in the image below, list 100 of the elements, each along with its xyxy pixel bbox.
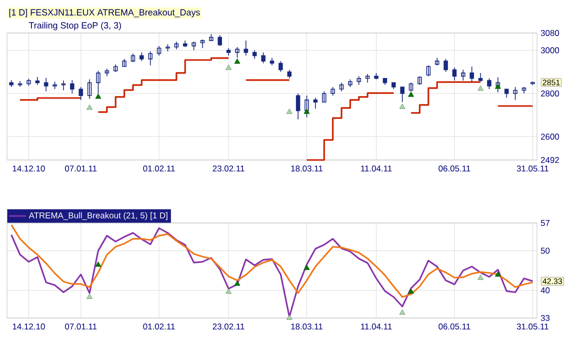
candlestick (374, 72, 378, 80)
candlestick (356, 76, 362, 86)
x-tick-label: 01.02.11 (143, 166, 175, 172)
point (399, 309, 406, 315)
candlestick (339, 82, 344, 92)
x-tick-label: 11.04.11 (361, 324, 392, 330)
candlestick (61, 80, 66, 91)
point (286, 108, 292, 114)
candlestick (444, 58, 448, 72)
candlestick (365, 74, 370, 84)
x-tick-label: 14.12.10 (12, 166, 45, 172)
point (95, 262, 102, 267)
point (234, 280, 240, 286)
x-tick-label: 23.02.11 (212, 166, 244, 172)
candlestick (322, 90, 326, 103)
point (226, 64, 232, 70)
candlestick (530, 81, 535, 86)
candlestick (382, 78, 388, 86)
candlestick (18, 80, 22, 87)
candlestick (44, 78, 48, 92)
y-tick-label: 40 (540, 287, 550, 294)
candlestick (218, 34, 222, 46)
point (86, 104, 92, 110)
candlestick (96, 70, 100, 94)
point (399, 104, 406, 109)
x-tick-label: 07.01.11 (65, 324, 97, 330)
candlestick (452, 67, 457, 81)
candlestick (200, 39, 205, 49)
candlestick (504, 88, 509, 98)
candlestick (296, 93, 300, 120)
x-tick-label: 18.03.11 (291, 166, 323, 172)
y-tick-label: 2492 (540, 157, 559, 163)
point (494, 84, 501, 89)
candlestick (330, 86, 335, 96)
point (304, 264, 310, 270)
x-tick-label: 06.05.11 (438, 324, 470, 330)
point (478, 86, 484, 91)
point (408, 92, 414, 97)
y-tick-label: 57 (540, 220, 550, 226)
point (286, 314, 292, 320)
candlestick (35, 76, 40, 86)
x-tick-label: 06.05.11 (438, 166, 470, 172)
candlestick (400, 86, 404, 103)
candlestick (478, 72, 483, 82)
point (478, 274, 484, 280)
x-tick-label: 11.04.11 (361, 166, 392, 172)
candlestick (156, 46, 162, 56)
candlestick (130, 53, 136, 63)
candlestick (140, 52, 144, 62)
candlestick (392, 82, 396, 90)
candlestick (226, 48, 231, 56)
candlestick (104, 68, 110, 77)
point (234, 58, 240, 64)
y-tick-label: 50 (540, 248, 550, 254)
candlestick (209, 34, 214, 41)
point (494, 271, 501, 277)
candlestick (182, 40, 188, 48)
point (86, 294, 92, 299)
candlestick (461, 69, 466, 81)
candlestick (192, 41, 196, 51)
candlestick (513, 86, 518, 100)
candlestick (252, 50, 257, 60)
chart-title: [1 D] FESXJN11.EUX ATREMA_Breakout_Days (9, 8, 200, 18)
candlestick (235, 46, 240, 58)
candlestick (9, 80, 14, 88)
point (304, 108, 310, 114)
candlestick (122, 58, 126, 67)
candlestick (113, 64, 118, 72)
candlestick (52, 81, 57, 90)
candlestick (487, 78, 492, 90)
candlestick (313, 97, 318, 109)
line-series (10, 224, 534, 298)
y-tick-label: 3000 (540, 47, 560, 54)
chart-subtitle: Trailing Stop EoP (3, 3) (28, 22, 121, 30)
point (95, 94, 102, 99)
y-tick-label: 33 (540, 315, 550, 321)
x-tick-label: 07.01.11 (65, 166, 97, 172)
point (226, 288, 232, 294)
candlestick (278, 60, 283, 72)
point (408, 288, 414, 294)
x-tick-label: 14.12.10 (12, 324, 45, 330)
x-tick-label: 31.05.11 (516, 166, 548, 172)
candlestick (348, 79, 352, 88)
candlestick (470, 66, 474, 82)
y-tick-label: 2600 (540, 134, 560, 140)
candlestick (244, 40, 248, 56)
candlestick (26, 78, 31, 86)
candlestick (78, 86, 83, 100)
candlestick (70, 80, 74, 94)
candlestick (166, 44, 170, 52)
x-tick-label: 18.03.11 (291, 324, 323, 330)
candlestick (261, 52, 266, 64)
candlestick (148, 50, 152, 66)
candlestick (522, 86, 526, 94)
legend-label: ATREMA_Bull_Breakout (21, 5) [1 D] (28, 212, 168, 220)
y-tick-label: 2800 (540, 90, 560, 96)
candlestick (87, 79, 92, 100)
y-tick-label: 3080 (540, 30, 560, 36)
candlestick (270, 57, 274, 66)
x-tick-label: 01.02.11 (143, 324, 175, 330)
